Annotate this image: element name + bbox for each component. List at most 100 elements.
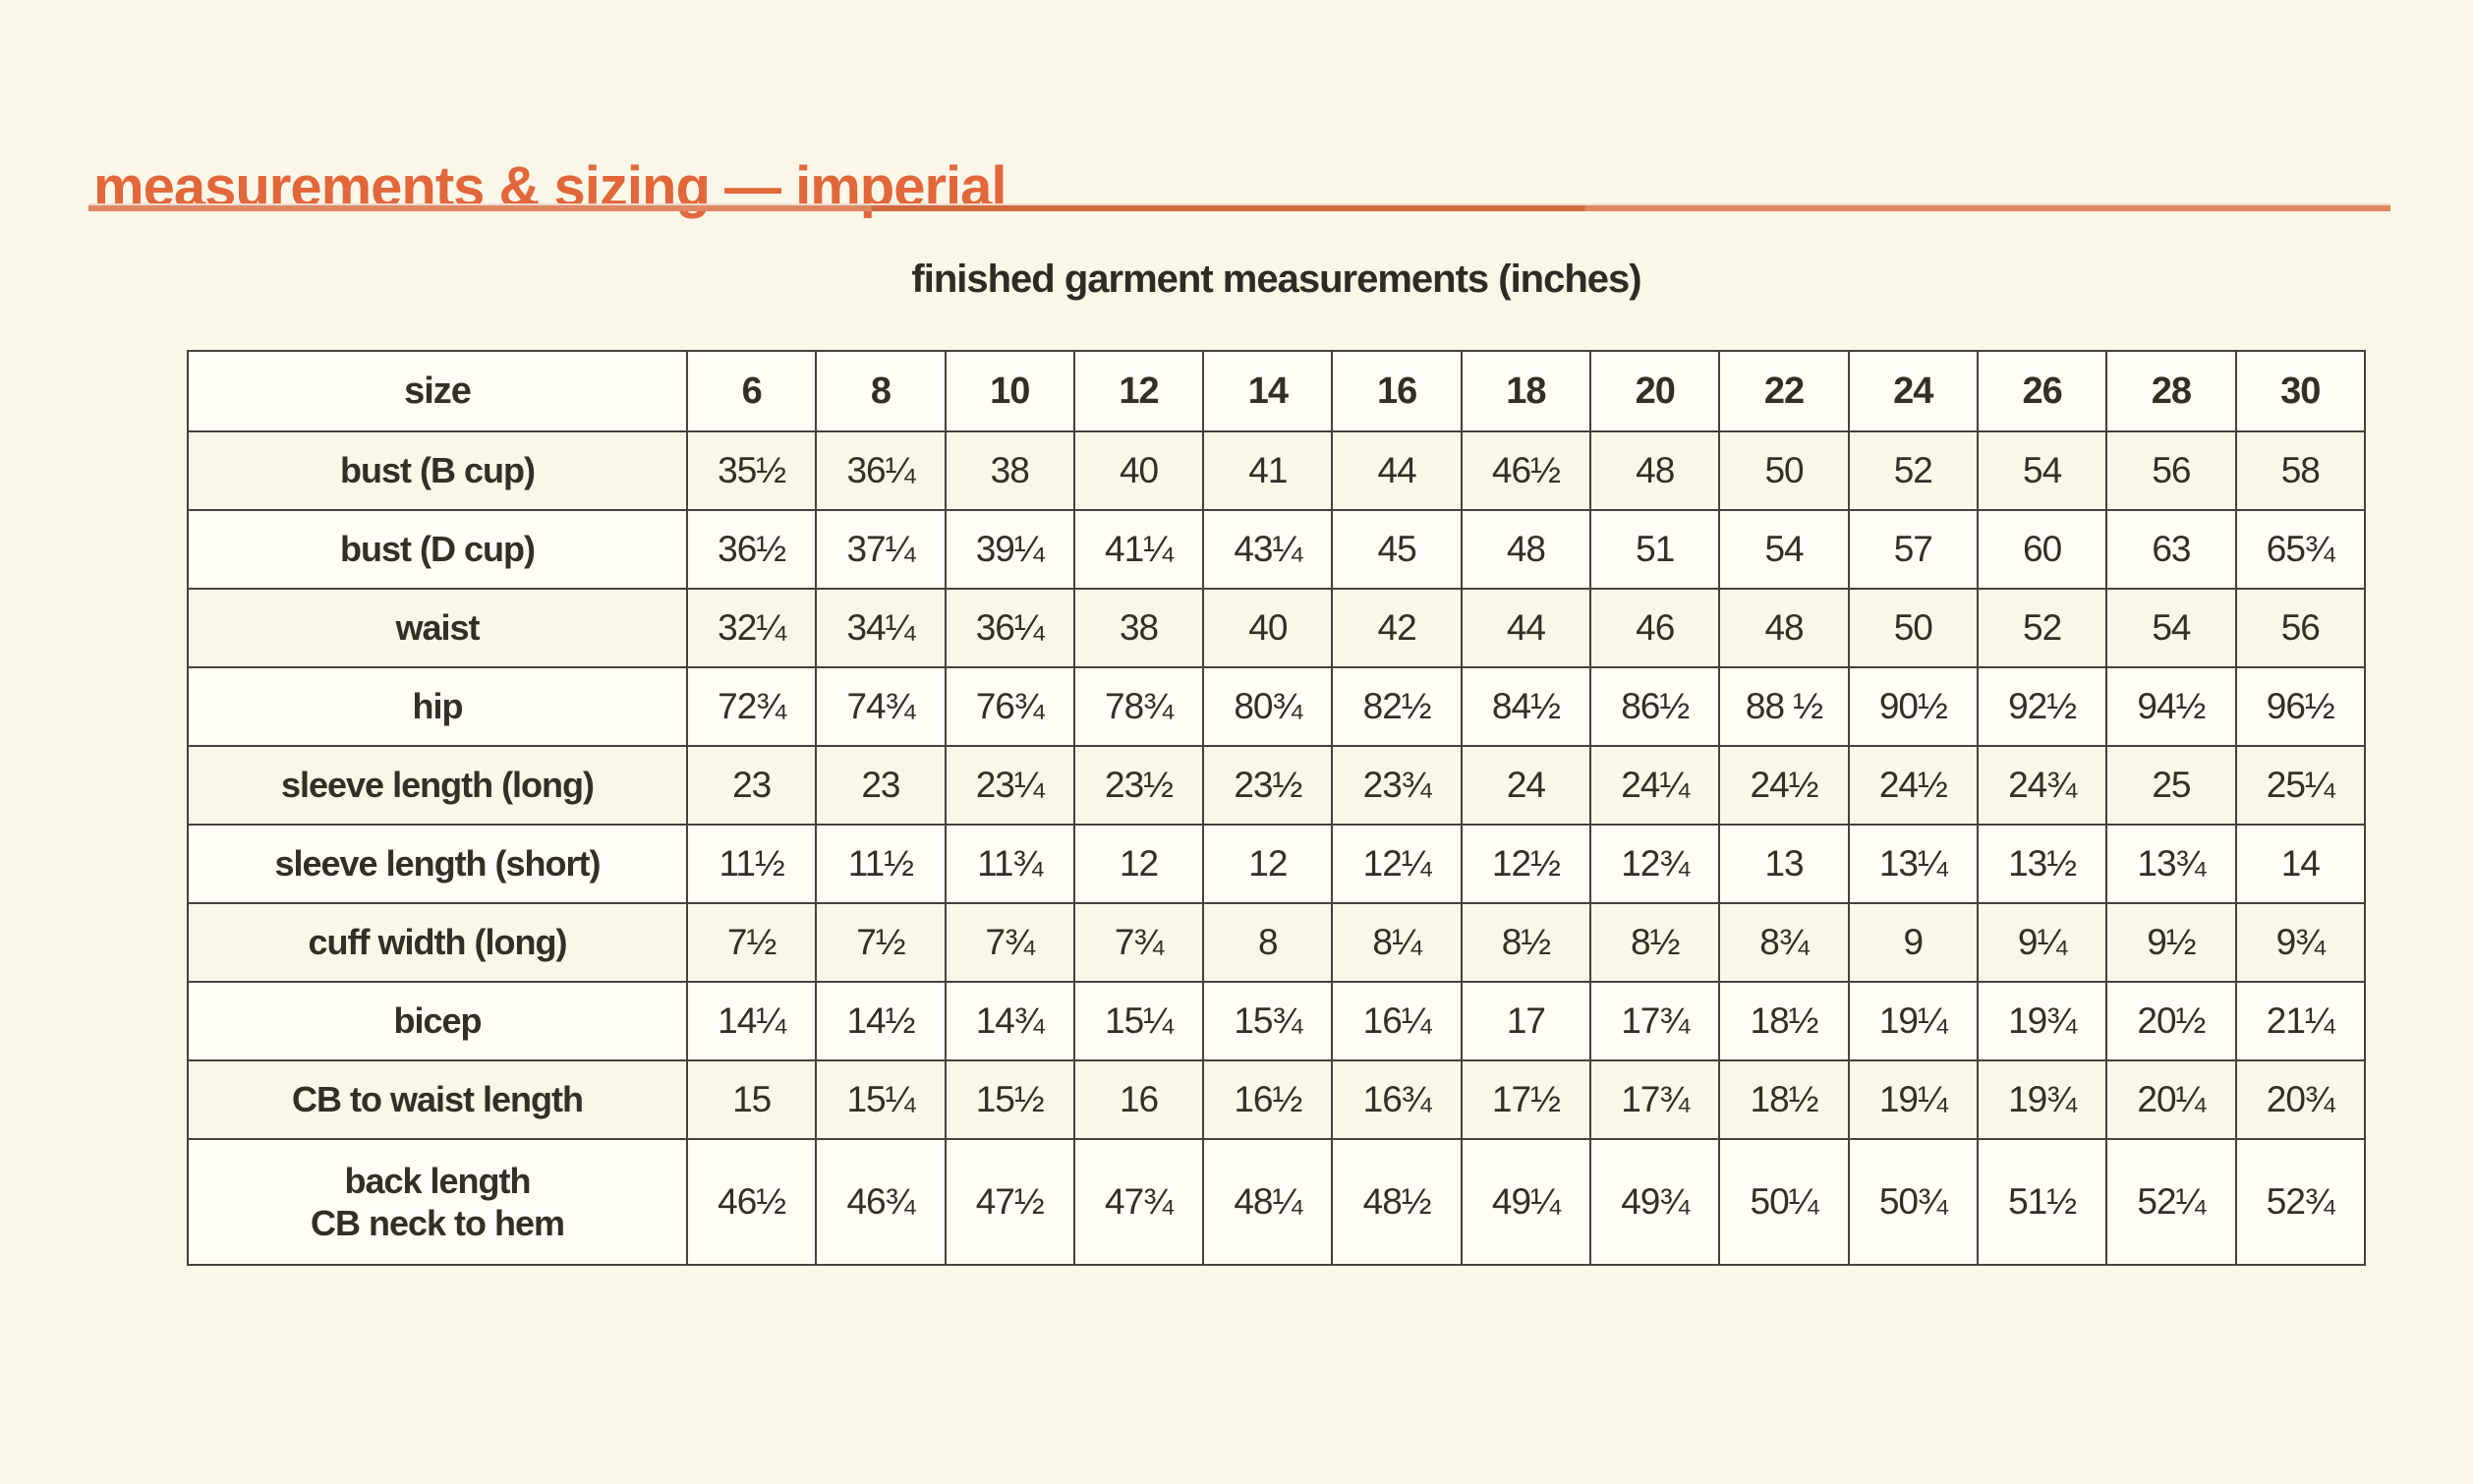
measurement-cell: 90½ [1847,666,1979,747]
measurement-cell: 52 [1847,430,1979,511]
measurement-cell: 86½ [1589,666,1721,747]
measurement-cell: 58 [2234,430,2367,511]
measurement-cell: 12¾ [1589,824,1721,904]
measurement-cell: 11½ [685,824,818,904]
measurement-cell: 96½ [2234,666,2367,747]
measurement-cell: 36¼ [815,430,947,511]
measurement-cell: 74¾ [815,666,947,747]
measurement-cell: 52¾ [2234,1138,2367,1266]
measurement-cell: 15½ [944,1059,1075,1140]
size-column-header: 24 [1847,350,1979,432]
measurement-cell: 14 [2234,824,2367,904]
measurement-cell: 21¼ [2234,981,2367,1061]
measurement-cell: 19¼ [1847,981,1979,1061]
measurement-cell: 17 [1460,981,1592,1061]
measurement-cell: 7¾ [944,902,1075,983]
measurement-cell: 40 [1072,430,1205,511]
measurement-cell: 63 [2105,509,2237,590]
measurement-cell: 82½ [1331,666,1463,747]
row-label: sleeve length (short) [187,824,688,904]
measurement-cell: 16 [1072,1059,1205,1140]
measurement-cell: 9¾ [2234,902,2367,983]
measurement-cell: 20½ [2105,981,2237,1061]
size-column-header: 12 [1072,350,1205,432]
measurement-cell: 49¾ [1589,1138,1721,1266]
measurement-cell: 60 [1976,509,2108,590]
measurement-cell: 23¾ [1331,745,1463,826]
measurement-cell: 9½ [2105,902,2237,983]
measurement-cell: 19¼ [1847,1059,1979,1140]
measurement-cell: 50 [1718,430,1850,511]
measurement-cell: 78¾ [1072,666,1205,747]
measurement-cell: 47¾ [1072,1138,1205,1266]
measurement-cell: 35½ [685,430,818,511]
measurement-cell: 51½ [1976,1138,2108,1266]
measurement-cell: 12 [1072,824,1205,904]
measurement-cell: 16¼ [1331,981,1463,1061]
size-column-header: 22 [1718,350,1850,432]
size-column-header: 26 [1976,350,2108,432]
row-label: CB to waist length [187,1059,688,1140]
row-label: hip [187,666,688,747]
measurement-cell: 16½ [1202,1059,1334,1140]
measurement-cell: 15¼ [1072,981,1205,1061]
measurement-cell: 23½ [1202,745,1334,826]
table-row: bicep 14¼ 14½ 14¾ 15¼ 15¾ 16¼ 17 17¾ 18½ 19¼ 19¾ 20½… [187,981,2367,1061]
measurement-cell: 88 ½ [1718,666,1850,747]
measurement-cell: 36¼ [944,588,1075,668]
measurement-cell: 52¼ [2105,1138,2237,1266]
measurement-cell: 8½ [1589,902,1721,983]
size-column-header: 10 [944,350,1075,432]
measurement-cell: 24½ [1718,745,1850,826]
measurement-cell: 15¾ [1202,981,1334,1061]
measurement-cell: 19¾ [1976,1059,2108,1140]
table-row: cuff width (long) 7½ 7½ 7¾ 7¾ 8 8¼ 8½ 8½ 8¾ 9 9¼ 9½ 9… [187,902,2367,983]
measurement-cell: 76¾ [944,666,1075,747]
measurement-cell: 12½ [1460,824,1592,904]
table-row: bust (D cup) 36½ 37¼ 39¼ 41¼ 43¼ 45 48 51 54 57 60 6… [187,509,2367,590]
table-subtitle: finished garment measurements (inches) [911,257,1641,301]
measurement-cell: 12 [1202,824,1334,904]
measurement-cell: 18½ [1718,1059,1850,1140]
table-row: bust (B cup) 35½ 36¼ 38 40 41 44 46½ 48 50 52 54 56 5… [187,430,2367,511]
size-corner-header: size [187,350,688,432]
measurement-cell: 24 [1460,745,1592,826]
measurement-cell: 48¼ [1202,1138,1334,1266]
measurement-cell: 24½ [1847,745,1979,826]
measurement-cell: 36½ [685,509,818,590]
table-row: sleeve length (short) 11½ 11½ 11¾ 12 12 12¼ 12½… [187,824,2367,904]
measurement-cell: 23 [685,745,818,826]
measurement-cell: 56 [2234,588,2367,668]
measurement-cell: 94½ [2105,666,2237,747]
measurement-cell: 45 [1331,509,1463,590]
measurement-cell: 42 [1331,588,1463,668]
measurement-cell: 14½ [815,981,947,1061]
size-column-header: 18 [1460,350,1592,432]
measurement-cell: 50¾ [1847,1138,1979,1266]
measurement-cell: 17¾ [1589,981,1721,1061]
measurement-cell: 17¾ [1589,1059,1721,1140]
measurement-cell: 16¾ [1331,1059,1463,1140]
size-column-header: 8 [815,350,947,432]
measurement-cell: 12¼ [1331,824,1463,904]
measurement-cell: 48½ [1331,1138,1463,1266]
measurement-cell: 17½ [1460,1059,1592,1140]
measurement-cell: 47½ [944,1138,1075,1266]
measurement-cell: 41 [1202,430,1334,511]
measurement-cell: 11¾ [944,824,1075,904]
measurement-cell: 23¼ [944,745,1075,826]
measurement-cell: 25¼ [2234,745,2367,826]
measurement-cell: 25 [2105,745,2237,826]
measurement-cell: 18½ [1718,981,1850,1061]
table-row: CB to waist length 15 15¼ 15½ 16 16½ 16¾ 17½ 17¾… [187,1059,2367,1140]
measurement-cell: 92½ [1976,666,2108,747]
measurement-cell: 19¾ [1976,981,2108,1061]
measurement-cell: 80¾ [1202,666,1334,747]
measurement-cell: 23 [815,745,947,826]
measurement-cell: 8¾ [1718,902,1850,983]
measurement-cell: 54 [2105,588,2237,668]
measurement-cell: 14¾ [944,981,1075,1061]
measurement-cell: 46¾ [815,1138,947,1266]
measurement-cell: 20¾ [2234,1059,2367,1140]
table-row: waist 32¼ 34¼ 36¼ 38 40 42 44 46 48 50 52 54 56 [187,588,2367,668]
